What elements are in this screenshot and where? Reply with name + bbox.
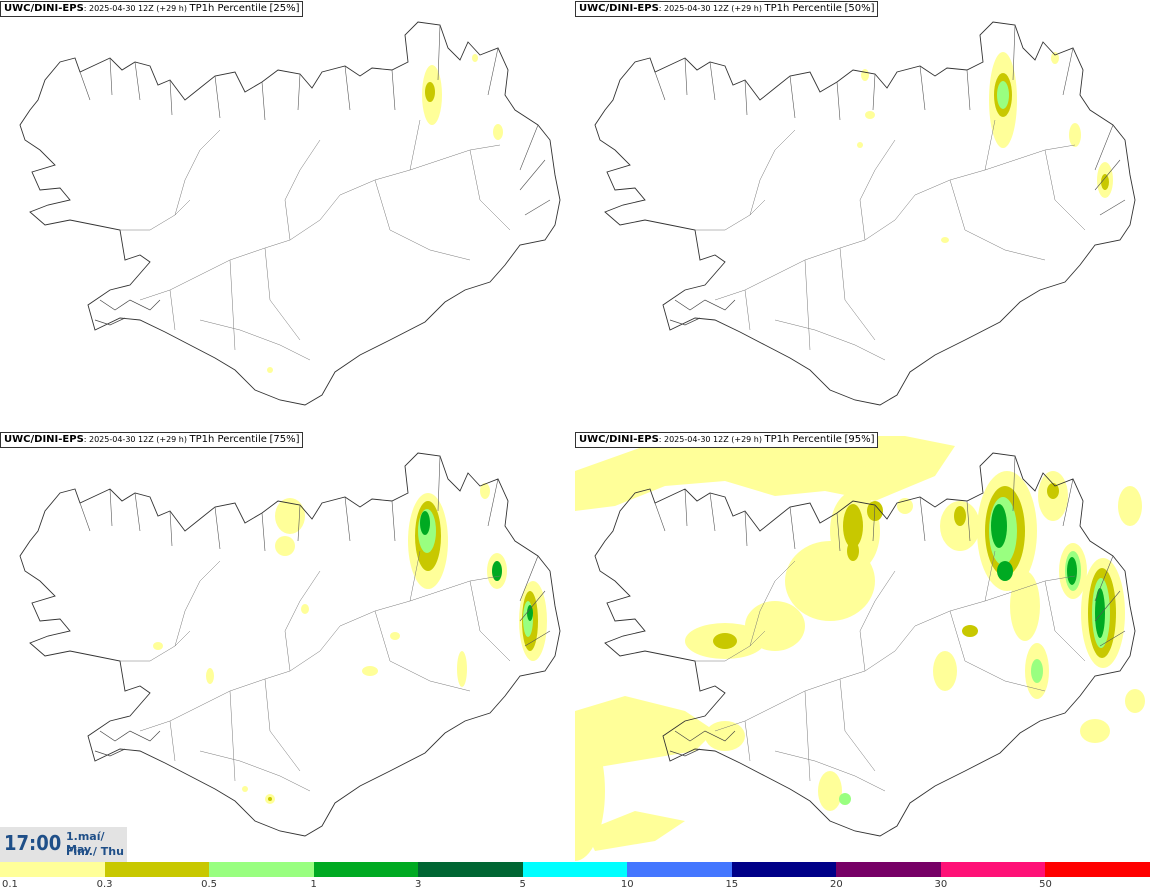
field-name: TP1h Percentile [189, 434, 267, 445]
percentile-label: [25%] [269, 3, 300, 14]
model-name: UWC/DINI-EPS [579, 434, 659, 445]
run-info: : 2025-04-30 12Z (+29 h) [83, 4, 187, 13]
precip-map [594, 21, 1136, 406]
legend-swatch [836, 862, 942, 877]
precip-map [19, 452, 561, 837]
precip-fill [857, 52, 1113, 243]
field-name: TP1h Percentile [764, 3, 842, 14]
field-name: TP1h Percentile [189, 3, 267, 14]
legend-label: 0.1 [2, 879, 18, 890]
legend-swatch [209, 862, 315, 877]
legend-swatch [104, 862, 210, 877]
legend-label: 3 [414, 879, 422, 890]
legend-label: 15 [725, 879, 739, 890]
panel-title: UWC/DINI-EPS: 2025-04-30 12Z (+29 h) TP1… [0, 432, 304, 448]
legend-label: 30 [934, 879, 948, 890]
legend-label: 20 [829, 879, 843, 890]
color-legend: 0.1 0.3 0.5 1 3 5 10 15 20 30 50 [0, 862, 1150, 891]
legend-swatch [940, 862, 1046, 877]
precip-fill [575, 436, 1145, 861]
run-info: : 2025-04-30 12Z (+29 h) [658, 4, 762, 13]
legend-swatch [418, 862, 524, 877]
timestamp-box: 17:00 1.maí/ May Fim./ Thu [0, 827, 127, 862]
run-info: : 2025-04-30 12Z (+29 h) [83, 435, 187, 444]
panel-title: UWC/DINI-EPS: 2025-04-30 12Z (+29 h) TP1… [575, 432, 879, 448]
panel-title: UWC/DINI-EPS: 2025-04-30 12Z (+29 h) TP1… [0, 1, 304, 17]
map-panel-25: UWC/DINI-EPS: 2025-04-30 12Z (+29 h) TP1… [0, 0, 575, 430]
precip-map [575, 436, 1145, 861]
forecast-time: 17:00 [4, 831, 62, 855]
model-name: UWC/DINI-EPS [4, 3, 84, 14]
model-name: UWC/DINI-EPS [4, 434, 84, 445]
percentile-label: [95%] [844, 434, 875, 445]
map-panel-50: UWC/DINI-EPS: 2025-04-30 12Z (+29 h) TP1… [575, 0, 1150, 430]
legend-label: 0.3 [96, 879, 113, 890]
legend-swatch [522, 862, 628, 877]
model-name: UWC/DINI-EPS [579, 3, 659, 14]
legend-swatch [731, 862, 837, 877]
percentile-label: [50%] [844, 3, 875, 14]
forecast-weekday: Fim./ Thu [66, 845, 124, 858]
field-name: TP1h Percentile [764, 434, 842, 445]
precip-fill [267, 54, 503, 373]
forecast-date: 1.maí/ May [66, 830, 105, 856]
legend-label: 50 [1039, 879, 1052, 890]
percentile-label: [75%] [269, 434, 300, 445]
legend-swatch [1045, 862, 1150, 877]
panel-title: UWC/DINI-EPS: 2025-04-30 12Z (+29 h) TP1… [575, 1, 879, 17]
legend-label: 0.5 [201, 879, 218, 890]
map-panel-95: UWC/DINI-EPS: 2025-04-30 12Z (+29 h) TP1… [575, 431, 1150, 861]
precip-map [19, 21, 561, 406]
legend-swatch [313, 862, 419, 877]
run-info: : 2025-04-30 12Z (+29 h) [658, 435, 762, 444]
legend-label: 10 [620, 879, 634, 890]
map-panel-75: UWC/DINI-EPS: 2025-04-30 12Z (+29 h) TP1… [0, 431, 575, 861]
coastline [19, 21, 561, 406]
legend-label: 5 [519, 879, 526, 890]
legend-label: 1 [310, 879, 317, 890]
legend-swatch [0, 862, 106, 877]
legend-swatch [627, 862, 733, 877]
precip-fill [153, 483, 547, 804]
